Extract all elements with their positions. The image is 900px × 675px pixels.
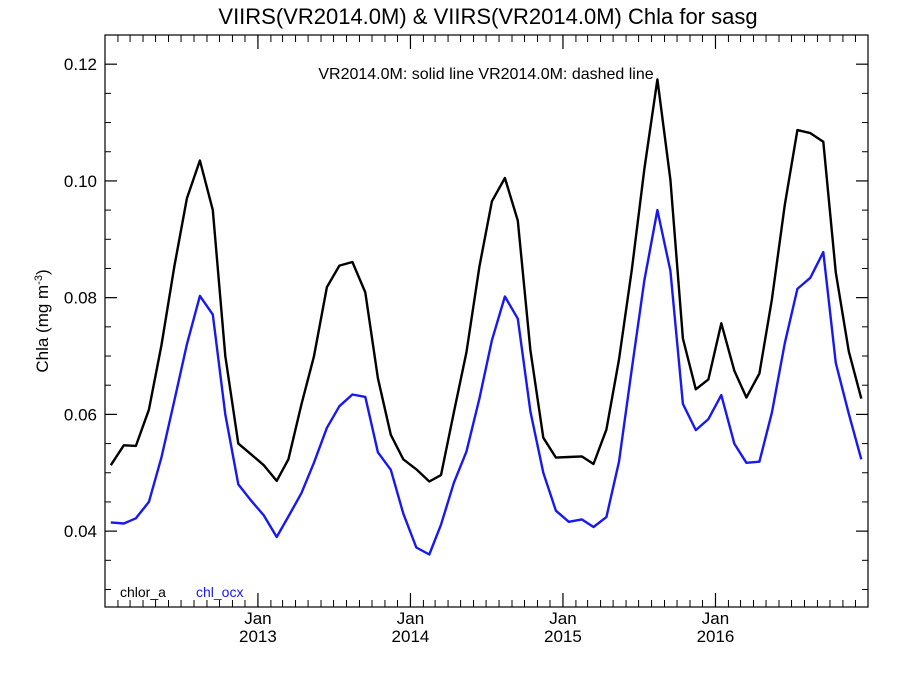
y-axis-label-main: Chla (mg m	[33, 285, 52, 373]
legend-chlor-a: chlor_a	[120, 584, 166, 600]
x-tick-label-year: 2015	[544, 627, 582, 646]
chart-title: VIIRS(VR2014.0M) & VIIRS(VR2014.0M) Chla…	[218, 4, 757, 29]
plot-frame	[104, 34, 869, 608]
series-line-chlor-a	[109, 78, 863, 483]
series-lines	[109, 78, 863, 556]
x-tick-label-month: Jan	[702, 609, 729, 628]
y-tick-label: 0.12	[64, 55, 97, 74]
y-tick-label: 0.04	[64, 522, 97, 541]
y-tick-label: 0.08	[64, 289, 97, 308]
x-tick-label-year: 2013	[239, 627, 277, 646]
x-tick-label-year: 2014	[392, 627, 430, 646]
x-tick-label-month: Jan	[549, 609, 576, 628]
y-axis: 0.04 0.06 0.08 0.10 0.12	[64, 34, 868, 590]
x-tick-label-month: Jan	[397, 609, 424, 628]
y-axis-label: Chla (mg m-3)	[33, 269, 52, 372]
y-tick-label: 0.10	[64, 172, 97, 191]
legend-chl-ocx: chl_ocx	[196, 584, 243, 600]
x-tick-label-month: Jan	[244, 609, 271, 628]
y-axis-label-superscript: -3	[33, 275, 45, 285]
y-axis-label-close: )	[33, 269, 52, 275]
line-style-note: VR2014.0M: solid line VR2014.0M: dashed …	[318, 66, 653, 83]
y-tick-label: 0.06	[64, 405, 97, 424]
series-line-chl-ocx	[110, 208, 863, 556]
x-tick-label-year: 2016	[697, 627, 735, 646]
